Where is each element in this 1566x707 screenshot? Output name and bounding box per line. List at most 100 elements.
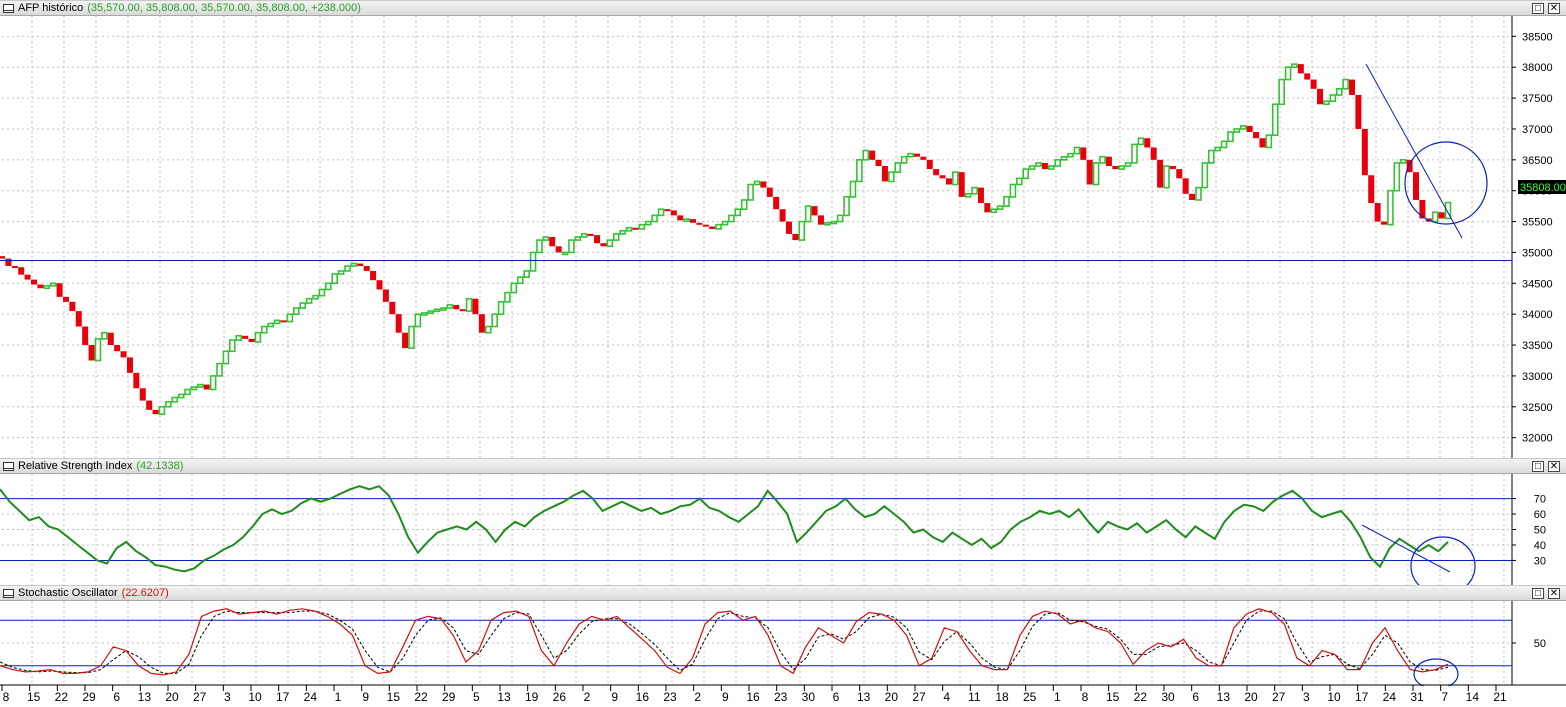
- last-price-box: [1518, 180, 1566, 194]
- price-candle: [433, 308, 441, 313]
- price-candle: [984, 203, 991, 213]
- price-candle: [606, 239, 614, 248]
- price-candle: [197, 383, 204, 388]
- rsi-pane-titlebar[interactable]: Relative Strength Index (42.1338) □ ✕: [0, 458, 1566, 474]
- price-candle: [549, 237, 556, 247]
- price-candle: [1278, 78, 1285, 106]
- price-candle: [1253, 132, 1260, 139]
- price-candle: [612, 233, 620, 241]
- price-candle: [82, 326, 89, 346]
- price-candle: [1431, 211, 1439, 223]
- price-candle: [1393, 162, 1401, 192]
- x-tick-label: 29: [82, 690, 96, 704]
- close-icon[interactable]: ✕: [1548, 3, 1560, 14]
- price-candle: [1297, 64, 1304, 74]
- price-candle: [536, 239, 543, 254]
- price-candle: [363, 266, 370, 271]
- price-candle: [1335, 88, 1343, 96]
- price-candle: [337, 270, 345, 275]
- price-candle: [414, 313, 422, 328]
- restore-icon[interactable]: □: [1532, 461, 1544, 472]
- price-candle: [472, 298, 479, 315]
- price-candle: [1176, 169, 1183, 179]
- rsi-series-line: [0, 485, 1449, 573]
- price-candle: [715, 223, 722, 230]
- price-candle: [69, 301, 76, 312]
- stoch-pane-title: Stochastic Oscillator: [18, 587, 118, 599]
- price-candle: [88, 345, 95, 361]
- price-candle: [382, 289, 389, 302]
- price-candle: [1361, 128, 1368, 176]
- x-tick-label: 27: [912, 690, 926, 704]
- price-candle: [1131, 143, 1138, 164]
- price-candle: [875, 159, 882, 166]
- x-tick-label: 30: [802, 690, 816, 704]
- price-candle: [1438, 212, 1445, 219]
- x-tick-label: 18: [995, 690, 1009, 704]
- x-tick-label: 4: [943, 690, 950, 704]
- price-candle: [465, 297, 473, 312]
- price-candle: [1368, 175, 1375, 204]
- price-candle: [856, 159, 863, 183]
- price-candle: [1003, 196, 1010, 207]
- restore-icon[interactable]: □: [1532, 588, 1544, 599]
- x-tick-label: 10: [1327, 690, 1341, 704]
- price-candle: [510, 282, 518, 294]
- price-candle: [94, 338, 102, 362]
- price-tick-label: 37500: [1522, 93, 1553, 105]
- close-icon[interactable]: ✕: [1548, 588, 1560, 599]
- price-pane-titlebar[interactable]: AFP histórico (35,570.00, 35,808.00, 35,5…: [0, 0, 1566, 16]
- price-candle: [798, 220, 806, 241]
- price-candle: [312, 294, 319, 300]
- x-tick-label: 27: [1272, 690, 1286, 704]
- x-tick-label: 20: [885, 690, 899, 704]
- price-candle: [888, 171, 895, 183]
- price-candle: [56, 283, 63, 297]
- price-candle: [1342, 78, 1349, 90]
- price-candle: [158, 405, 166, 415]
- price-candle: [5, 258, 12, 267]
- x-tick-label: 27: [193, 690, 207, 704]
- rsi-tick-label: 50: [1534, 525, 1546, 537]
- stoch-pane-titlebar[interactable]: Stochastic Oscillator (22.6207) □ ✕: [0, 585, 1566, 601]
- price-candle: [638, 223, 646, 230]
- price-candle: [894, 162, 902, 173]
- price-candle: [574, 236, 582, 241]
- price-candle: [504, 291, 511, 303]
- x-tick-label: 15: [387, 690, 401, 704]
- price-candle: [561, 251, 569, 256]
- x-tick-label: 22: [414, 690, 428, 704]
- price-candle: [696, 222, 703, 225]
- pane-menu-icon[interactable]: [3, 589, 14, 598]
- price-candle: [1086, 159, 1093, 185]
- pane-menu-icon[interactable]: [3, 462, 14, 471]
- price-candle: [286, 313, 294, 323]
- price-candle: [734, 208, 742, 217]
- price-candle: [625, 226, 633, 232]
- price-candle: [958, 172, 965, 197]
- price-candle: [440, 307, 447, 311]
- price-candle: [165, 401, 172, 408]
- price-candle: [1054, 159, 1062, 167]
- pane-menu-icon[interactable]: [3, 4, 14, 13]
- price-candle: [331, 273, 339, 285]
- price-candle: [209, 375, 217, 391]
- x-tick-label: 1: [335, 690, 342, 704]
- restore-icon[interactable]: □: [1532, 3, 1544, 14]
- price-candle: [126, 357, 133, 373]
- price-candle: [1022, 168, 1030, 180]
- price-candle: [990, 208, 998, 214]
- close-icon[interactable]: ✕: [1548, 461, 1560, 472]
- highlight-circle: [1404, 141, 1488, 225]
- price-candle: [619, 230, 626, 235]
- price-candle: [107, 332, 114, 346]
- rsi-tick-label: 40: [1534, 540, 1546, 552]
- price-candle: [804, 205, 812, 223]
- price-candle: [1112, 166, 1119, 170]
- price-candle: [1016, 177, 1023, 186]
- price-candle: [1157, 159, 1164, 188]
- x-tick-label: 9: [722, 690, 729, 704]
- price-tick-label: 35000: [1522, 247, 1553, 259]
- price-candle: [516, 276, 524, 285]
- rsi-chart: 30 40 50 60 70: [0, 474, 1546, 585]
